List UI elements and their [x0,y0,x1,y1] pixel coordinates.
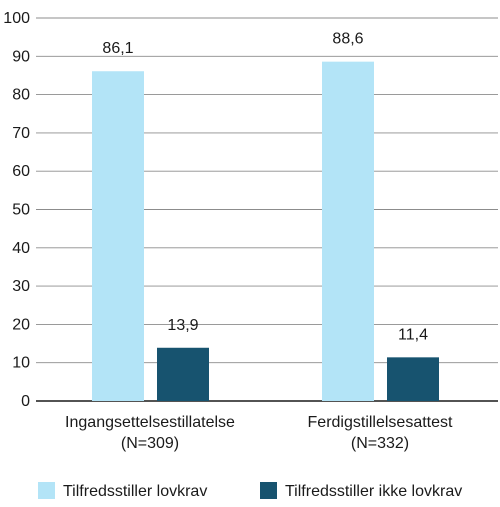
y-tick-label: 20 [12,316,30,333]
y-tick-label: 50 [12,202,30,219]
y-tick-label: 90 [12,48,30,65]
y-tick-label: 70 [12,125,30,142]
bar [92,71,144,401]
legend-label: Tilfredsstiller lovkrav [63,483,207,500]
bar [322,61,374,402]
y-tick-label: 60 [12,163,30,180]
data-label: 86,1 [102,40,133,57]
data-labels: 86,1 88,6 13,9 11,4 [102,31,428,344]
data-label: 88,6 [332,31,363,48]
bar [387,357,439,401]
legend-swatch [260,482,277,499]
y-tick-label: 40 [12,240,30,257]
legend: Tilfredsstiller lovkrav Tilfredsstiller i… [38,482,462,500]
y-tick-label: 0 [21,393,30,410]
y-tick-label: 100 [3,10,30,27]
category-label: (N=309) [121,435,179,452]
data-label: 13,9 [167,317,198,334]
y-tick-label: 10 [12,355,30,372]
legend-label: Tilfredsstiller ikke lovkrav [285,483,462,500]
legend-swatch [38,482,55,499]
data-label: 11,4 [398,326,428,343]
y-tick-label: 80 [12,87,30,104]
y-tick-label: 30 [12,278,30,295]
category-label: Ingangsettelsestillatelse [65,414,235,431]
category-label: (N=332) [351,435,409,452]
x-axis-category-labels: Ingangsettelsestillatelse (N=309) Ferdigst… [65,414,453,452]
y-axis-ticks: 0 10 20 30 40 50 60 70 80 90 100 [3,10,30,410]
category-label: Ferdigstillelsesattest [308,414,454,431]
bars [92,61,439,402]
bar [157,347,209,401]
